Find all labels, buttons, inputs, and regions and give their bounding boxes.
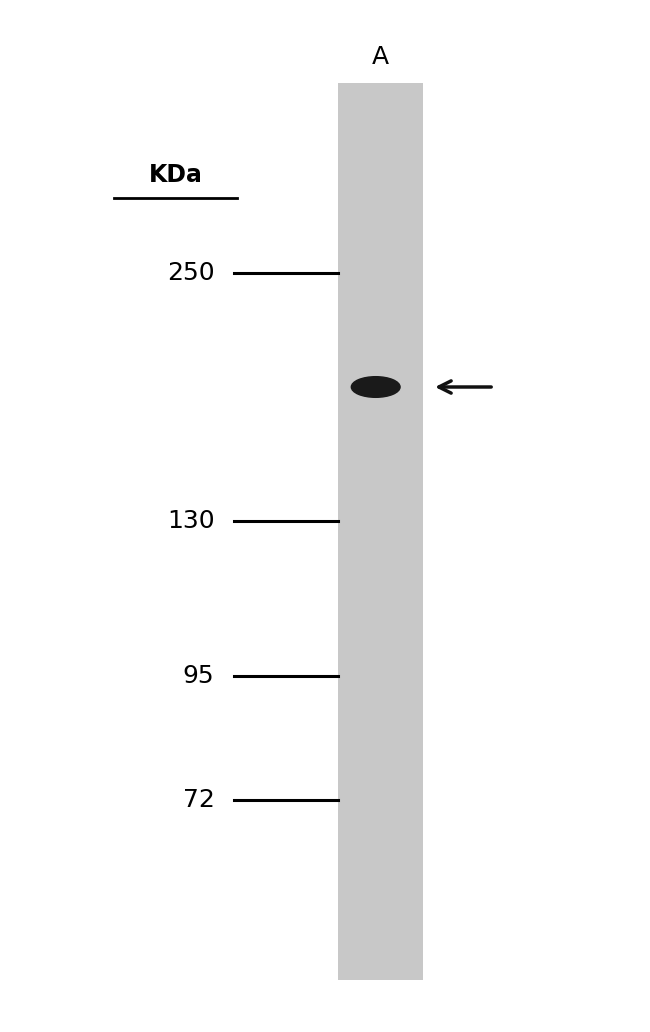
Text: A: A [372,44,389,69]
Text: 130: 130 [167,509,214,534]
Text: 72: 72 [183,787,214,812]
Ellipse shape [351,377,400,397]
Text: 95: 95 [183,664,214,688]
Text: 250: 250 [167,261,214,286]
Text: KDa: KDa [149,163,202,188]
Bar [338,83,422,980]
